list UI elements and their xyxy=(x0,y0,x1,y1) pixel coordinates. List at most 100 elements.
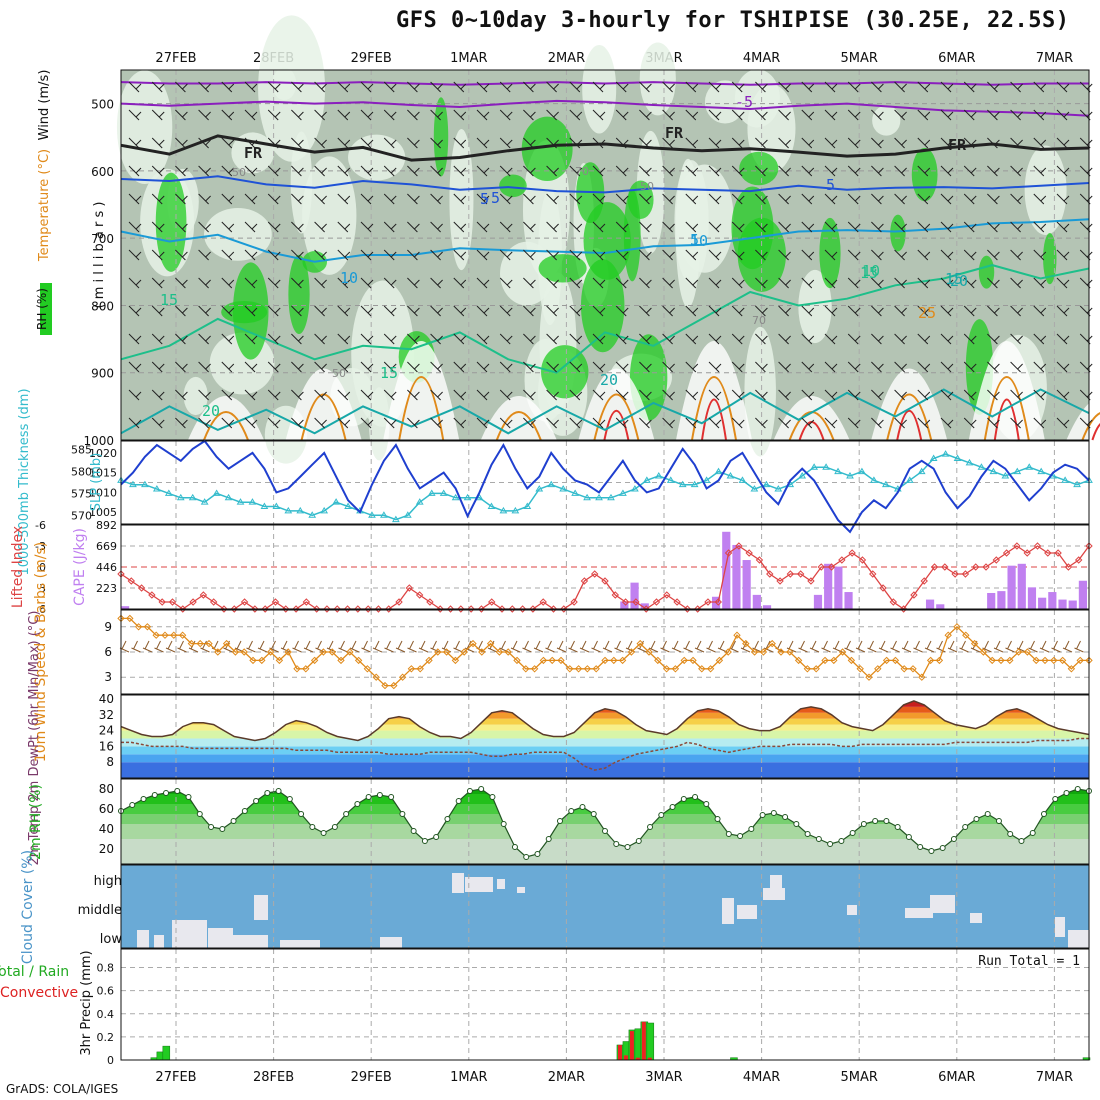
rh-point xyxy=(669,804,676,810)
thickness-point xyxy=(738,476,747,483)
wind-barb xyxy=(314,81,327,93)
isotherm-label: 20 xyxy=(202,402,220,420)
wind-barb xyxy=(175,361,188,373)
wind-barb-10m xyxy=(165,640,176,653)
wind-barb xyxy=(592,361,606,373)
wind-barb xyxy=(963,165,977,177)
lifted-index-point xyxy=(941,563,949,571)
wind-speed-point xyxy=(425,656,433,665)
wind-barb xyxy=(987,305,1000,317)
lifted-index-point xyxy=(251,605,259,613)
wind-barb xyxy=(685,109,699,121)
wind-barb xyxy=(383,277,397,289)
wind-barb xyxy=(708,417,722,429)
panel-frame xyxy=(120,864,1090,949)
wind-barb xyxy=(1010,361,1023,373)
rh-dry-patch xyxy=(272,67,297,101)
date-label-bottom: 3MAR xyxy=(645,1070,682,1085)
wind-barb xyxy=(592,333,606,345)
thickness-point xyxy=(630,485,639,492)
rh-point xyxy=(286,796,293,802)
wind-barb xyxy=(894,361,907,373)
rh-point xyxy=(163,790,170,796)
wind-barb xyxy=(407,361,420,373)
wind-barb xyxy=(430,417,443,429)
rh-point xyxy=(568,808,575,814)
cloud-block xyxy=(930,895,955,913)
lifted-index-point xyxy=(312,605,321,613)
wind-barb xyxy=(476,333,490,345)
wind-barb xyxy=(499,221,513,233)
rh-point xyxy=(849,830,856,836)
wind-barb xyxy=(267,333,281,345)
wind-barb xyxy=(1033,277,1047,289)
wind-barb xyxy=(546,277,559,289)
cape-bar xyxy=(987,592,996,609)
wind-barb xyxy=(731,109,745,121)
pressure-tick: 500 xyxy=(91,98,114,112)
rh-point xyxy=(579,804,586,810)
thickness-point xyxy=(702,476,711,483)
wind-speed-point xyxy=(398,673,407,681)
wind-barb xyxy=(337,389,351,401)
wind-barb xyxy=(267,81,281,93)
wind-barb xyxy=(1056,221,1070,233)
wind-barb xyxy=(175,137,188,149)
wind-barb xyxy=(894,389,907,401)
thickness-point xyxy=(296,506,305,514)
wind-barb xyxy=(708,305,722,317)
wind-speed-point xyxy=(363,665,372,673)
thickness-point xyxy=(236,498,245,505)
wind-barb xyxy=(847,389,861,401)
wind-barb xyxy=(337,165,351,177)
thickness-point xyxy=(152,485,161,492)
wind-barb xyxy=(1010,249,1023,261)
cloud-block xyxy=(280,940,320,948)
wind-barb-10m xyxy=(418,640,429,653)
wind-speed-point xyxy=(627,648,636,656)
wind-barb xyxy=(267,249,281,261)
wind-barb xyxy=(1033,361,1047,373)
rh-moist-patch xyxy=(583,202,631,280)
wind-barb xyxy=(244,193,258,205)
lifted-index-point xyxy=(477,605,486,613)
rh-moist-patch xyxy=(890,214,906,252)
rh-point xyxy=(815,836,822,842)
cloud-block xyxy=(722,898,734,924)
wind-barb xyxy=(476,221,490,233)
temp-band xyxy=(121,706,1089,713)
wind-barb xyxy=(1010,305,1023,317)
wind-barb xyxy=(1056,389,1070,401)
isotherm-30 xyxy=(1091,423,1100,441)
temp-band xyxy=(121,762,1089,778)
wind-barb-10m xyxy=(706,640,716,653)
wind-barb xyxy=(1056,305,1070,317)
wind-barb xyxy=(685,361,699,373)
cape-bar xyxy=(1078,580,1087,609)
wind-barb xyxy=(871,165,884,177)
wind-barb xyxy=(546,389,559,401)
rh-point xyxy=(759,812,766,818)
wind-barb xyxy=(499,277,513,289)
wind-barb xyxy=(151,109,165,121)
rh-moist-patch xyxy=(739,151,779,186)
wind-barb xyxy=(592,249,606,261)
wind-barb xyxy=(337,417,351,429)
wind-barb xyxy=(778,193,791,205)
wind-barb xyxy=(314,305,327,317)
wind-barb xyxy=(847,417,861,429)
wind-barb xyxy=(151,221,165,233)
wind-barb xyxy=(917,249,931,261)
wind-barb xyxy=(291,109,304,121)
wind-barb xyxy=(314,137,327,149)
isotherm-line xyxy=(120,99,1090,117)
rh-dry-patch xyxy=(639,42,676,116)
isotherm-label: 10 xyxy=(340,269,358,287)
wind-speed-point xyxy=(178,631,187,639)
wind-barb xyxy=(337,249,351,261)
wind-speed-point xyxy=(284,648,292,656)
warm-dome xyxy=(188,396,264,440)
wind-barb xyxy=(291,333,304,345)
lifted-index-point xyxy=(1044,549,1052,557)
slp-tick: 1020 xyxy=(89,447,117,460)
